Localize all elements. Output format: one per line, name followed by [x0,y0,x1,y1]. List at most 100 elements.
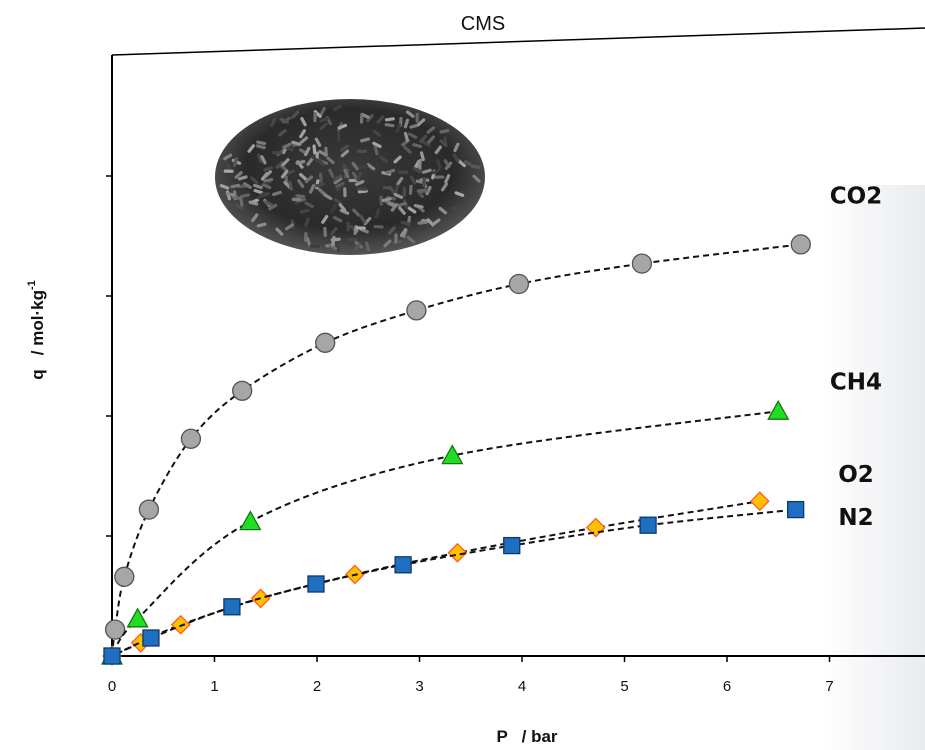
pellet-grain [373,224,384,229]
pellet-grain [384,122,395,128]
pellet-grain [413,203,424,209]
y-ticks [106,175,112,537]
pellet-grain [319,122,328,131]
pellet-grain [250,176,259,185]
series-co2 [104,234,811,657]
pellet-grain [230,183,241,189]
pellets-photo [215,99,485,255]
pellet-grain [225,191,236,197]
pellet-grain [360,137,371,143]
series-co2-point [790,234,811,255]
pellet-grain [335,181,345,189]
pellet-grain [312,144,317,155]
pellet-grain [359,214,367,224]
pellet-grain [280,169,289,179]
pellet-grain [304,175,314,184]
pellet-grain [319,106,326,117]
pellet-grain [393,184,400,195]
pellet-grain [279,117,290,124]
pellet-grain [407,206,417,214]
pellet-grain [303,146,311,157]
pellet-grain [387,202,398,208]
pellet-grain [260,155,267,165]
pellet-grain [272,150,283,155]
pellet-grain [261,183,272,190]
series-n2-point [787,500,805,519]
pellet-grain [374,208,381,219]
pellet-grain [396,176,404,186]
pellet-grain [299,208,310,214]
pellet-grain [285,223,294,231]
series-co2-point [315,332,336,353]
pellet-grain [351,161,359,171]
pellet-grain [417,188,428,193]
pellet-grain [408,132,418,139]
pellet-grain [373,145,379,156]
pellet-grain [219,184,230,190]
pellet-grain [291,140,302,146]
pellet-grain [330,203,338,213]
series-n2-point [103,647,121,665]
pellet-grain [313,112,317,123]
pellet-grain [234,171,243,179]
pellet-grain [339,208,350,215]
pellet-grain [398,206,406,215]
top-frame-line [111,27,925,56]
pellet-grain [431,218,441,226]
series-n2-point [142,629,160,647]
pellet-grain [300,117,307,127]
pellet-grain [434,175,445,179]
series-co2-point [631,253,653,274]
pellet-grain [224,160,231,170]
series-ch4-fit-line [109,410,779,660]
pellet-grain [268,203,278,211]
pellet-grain [452,153,460,163]
pellet-grain [316,157,325,166]
pellet-grain [438,206,448,215]
pellet-grain [310,154,319,163]
pellet-grain [359,113,364,124]
pellet-grain [379,155,389,164]
series-label-n2: N2 [838,505,873,531]
series-n2-point [394,556,412,574]
pellet-grain [299,172,308,181]
pellet-grain [415,112,419,123]
pellet-grain [419,151,425,162]
series-o2-fit-line [108,500,760,658]
pellet-grain [223,153,233,161]
pellet-grain [382,185,393,191]
pellet-grain [304,201,314,209]
pellet-grain [451,206,462,211]
x-tick-label: 1 [210,678,218,695]
pellet-grain [223,169,234,173]
pellet-grain [470,164,481,169]
pellet-grain [379,195,383,206]
pellet-grain [409,175,417,185]
pellet-grain [464,160,474,167]
pellet-grain [406,235,416,244]
x-tick-label: 5 [620,678,628,695]
pellet-grain [278,129,287,137]
pellet-grain [299,129,306,139]
pellet-grain [434,145,443,155]
pellet-grain [453,142,460,153]
pellet-grain [275,227,284,236]
pellet-grain [436,159,442,169]
pellet-grain [412,167,423,174]
series-label-o2: O2 [838,462,874,488]
pellet-grain [399,228,408,237]
pellet-grain [295,159,306,165]
pellet-grain [263,170,272,179]
pellet-grain [313,109,322,118]
pellet-grain [356,171,363,182]
pellet-grain [354,180,365,187]
series-label-ch4: CH4 [830,370,882,396]
series-n2-point [503,536,521,555]
pellet-grain [444,174,451,184]
y-axis-label: q / mol·kg-1 [26,280,47,380]
pellet-grain [472,174,481,183]
pellet-grain [232,157,239,167]
pellet-grain [256,222,267,228]
pellet-grain [337,123,348,130]
